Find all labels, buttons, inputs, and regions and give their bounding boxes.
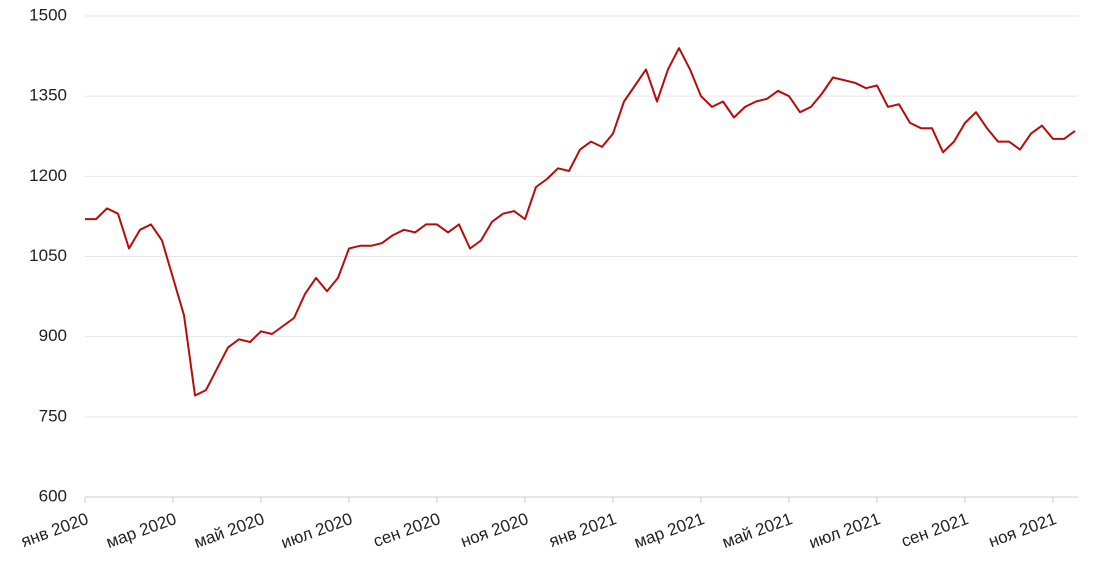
x-tick-label: сен 2020	[371, 509, 443, 551]
y-tick-label: 1200	[29, 166, 67, 185]
y-tick-label: 750	[39, 406, 67, 425]
y-tick-label: 900	[39, 326, 67, 345]
y-tick-label: 600	[39, 486, 67, 505]
x-tick-label: янв 2020	[18, 509, 90, 551]
x-tick-label: ноя 2020	[458, 509, 531, 551]
x-tick-label: май 2021	[720, 509, 795, 552]
y-tick-label: 1500	[29, 5, 67, 24]
y-tick-label: 1350	[29, 86, 67, 105]
x-tick-label: янв 2021	[546, 509, 618, 551]
x-tick-label: ноя 2021	[986, 509, 1059, 551]
x-tick-label: май 2020	[192, 509, 267, 552]
x-tick-label: мар 2020	[104, 509, 179, 552]
x-tick-label: мар 2021	[632, 509, 707, 552]
x-tick-label: июл 2021	[807, 509, 883, 552]
data-line	[85, 47, 1076, 397]
y-tick-label: 1050	[29, 246, 67, 265]
x-tick-label: июл 2020	[279, 509, 355, 552]
x-tick-label: сен 2021	[899, 509, 971, 551]
